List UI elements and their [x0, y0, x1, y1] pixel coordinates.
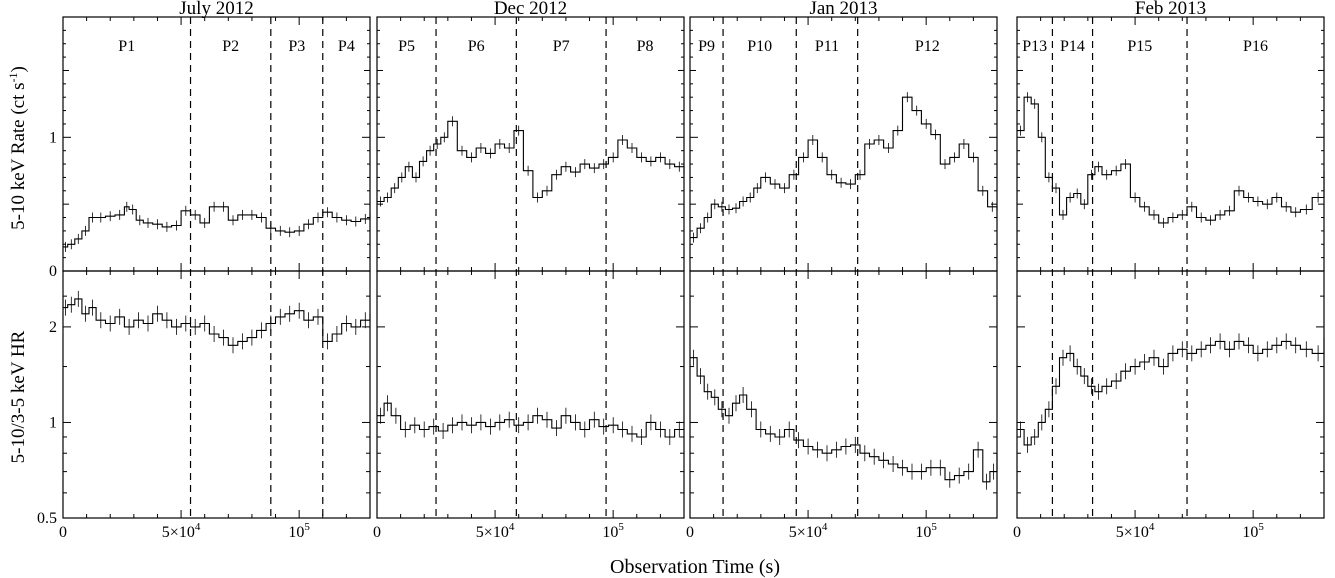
rate-panel-frame: [62, 16, 371, 272]
period-label: P16: [1243, 38, 1268, 55]
period-label: P11: [815, 38, 839, 55]
hr-panel-frame: [62, 270, 371, 519]
rate-panel-frame: [1016, 16, 1325, 272]
x-tick-label-base: 5×10: [1116, 524, 1149, 541]
x-tick-label: 5×104: [789, 521, 828, 541]
x-tick-labels: 0 5×104 105: [1013, 521, 1264, 541]
y-tick-label: 1: [49, 129, 57, 146]
chart-column-2: Dec 2012 0 5×104 105 P5 P6 P7 P8: [373, 0, 685, 541]
panel-title: Jan 2013: [809, 0, 877, 19]
period-label: P5: [398, 38, 415, 55]
panel-title: July 2012: [179, 0, 253, 19]
x-tick-label: 0: [1013, 524, 1021, 541]
period-label: P10: [747, 38, 772, 55]
rate-step-line: [63, 206, 371, 248]
hardness-ratio-step-line: [690, 357, 998, 483]
x-tick-label: 5×104: [1116, 521, 1155, 541]
hardness-ratio-step-line: [1017, 337, 1325, 446]
hr-panel-frame: [1016, 270, 1325, 519]
chart-column-3: Jan 2013 0 5×104 105 P9 P10 P11 P12: [686, 0, 998, 541]
x-tick-label: 0: [686, 524, 694, 541]
panel-title: Dec 2012: [494, 0, 567, 19]
rate-panel-frame: [376, 16, 685, 272]
hardness-ratio-step-line: [63, 298, 371, 346]
x-tick-label-exp: 5: [931, 521, 937, 533]
rate-step-line: [377, 120, 685, 203]
x-tick-label: 105: [602, 521, 624, 541]
period-label: P8: [637, 38, 654, 55]
y-axis-label-rate-text: 5-10 keV Rate (ct s: [8, 82, 29, 229]
period-label: P6: [468, 38, 485, 55]
x-tick-labels: 0 5×104 105: [686, 521, 937, 541]
x-tick-label-base: 10: [602, 524, 618, 541]
period-label: P12: [915, 38, 940, 55]
x-tick-label-exp: 4: [822, 521, 828, 533]
x-tick-label: 5×104: [476, 521, 515, 541]
y-tick-label: 2: [49, 319, 57, 336]
panel-title: Feb 2013: [1135, 0, 1206, 19]
x-tick-label: 105: [288, 521, 310, 541]
period-label: P9: [698, 38, 715, 55]
x-tick-label-exp: 5: [304, 521, 310, 533]
hr-panel-frame: [689, 270, 998, 519]
x-tick-label-exp: 5: [618, 521, 624, 533]
y-axis-label-rate: 5-10 keV Rate (ct s-1): [6, 66, 29, 230]
y-tick-label: 0: [49, 263, 57, 280]
period-label: P2: [222, 38, 239, 55]
rate-step-line: [690, 96, 998, 239]
chart-column-1: July 2012 0 5×104 105 0 1 0.5 1 2 P1 P2 P3 P4: [37, 0, 371, 541]
hr-panel-frame: [376, 270, 685, 519]
x-axis-label: Observation Time (s): [610, 556, 780, 578]
period-label: P15: [1127, 38, 1152, 55]
x-tick-label: 105: [915, 521, 937, 541]
chart-column-4: Feb 2013 0 5×104 105 P13 P14 P15 P16: [1013, 0, 1325, 541]
x-tick-label-base: 10: [915, 524, 931, 541]
x-tick-label-exp: 4: [195, 521, 201, 533]
rate-panel-frame: [689, 16, 998, 272]
period-label: P7: [553, 38, 570, 55]
y-tick-label: 0.5: [37, 510, 57, 527]
period-label: P13: [1022, 38, 1047, 55]
x-tick-label-base: 10: [1242, 524, 1258, 541]
period-label: P4: [338, 38, 355, 55]
y-axis-label-rate-close: ): [8, 66, 29, 72]
x-tick-label-exp: 4: [1149, 521, 1155, 533]
x-tick-label-exp: 4: [509, 521, 515, 533]
x-tick-label: 0: [59, 524, 67, 541]
period-label: P14: [1060, 38, 1085, 55]
x-tick-label-exp: 5: [1258, 521, 1264, 533]
x-tick-label-base: 5×10: [162, 524, 195, 541]
y-axis-label-rate-sup: -1: [6, 72, 20, 82]
x-tick-label: 0: [373, 524, 381, 541]
x-tick-label: 105: [1242, 521, 1264, 541]
period-label: P1: [118, 38, 135, 55]
x-tick-label-base: 10: [288, 524, 304, 541]
x-tick-label: 5×104: [162, 521, 201, 541]
x-tick-label-base: 5×10: [476, 524, 509, 541]
rate-step-line: [1017, 96, 1325, 224]
x-tick-label-base: 5×10: [789, 524, 822, 541]
x-tick-labels: 0 5×104 105: [59, 521, 310, 541]
hardness-ratio-step-line: [377, 402, 684, 438]
period-label: P3: [288, 38, 305, 55]
x-tick-labels: 0 5×104 105: [373, 521, 624, 541]
y-tick-label: 1: [49, 414, 57, 431]
y-axis-label-hr: 5-10/3-5 keV HR: [8, 330, 29, 463]
